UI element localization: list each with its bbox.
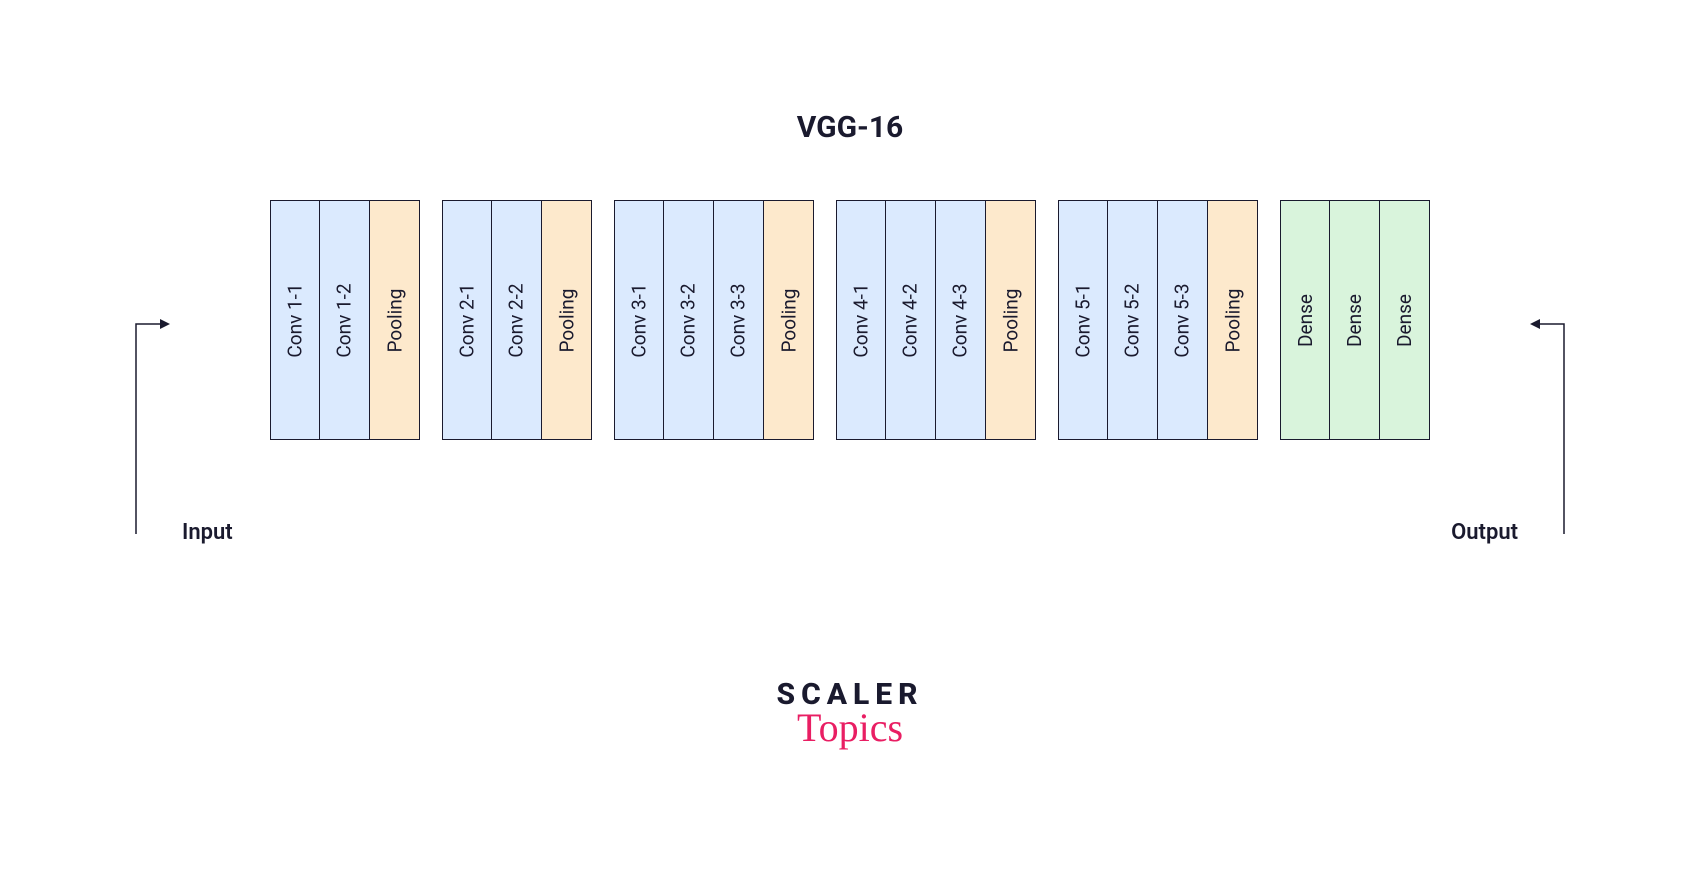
- layer-label: Pooling: [1221, 288, 1244, 352]
- conv-layer: Conv 2-1: [442, 200, 492, 440]
- dense-layer: Dense: [1380, 200, 1430, 440]
- layer-label: Conv 3-1: [628, 283, 651, 357]
- conv-layer: Conv 4-1: [836, 200, 886, 440]
- conv-layer: Conv 5-3: [1158, 200, 1208, 440]
- dense-layer: Dense: [1280, 200, 1330, 440]
- conv-layer: Conv 3-3: [714, 200, 764, 440]
- layer-label: Dense: [1294, 294, 1317, 347]
- pool-layer: Pooling: [370, 200, 420, 440]
- layer-block: Conv 3-1 Conv 3-2 Conv 3-3 Pooling: [614, 200, 814, 440]
- layer-label: Conv 5-3: [1171, 283, 1194, 357]
- pool-layer: Pooling: [1208, 200, 1258, 440]
- dense-layer: Dense: [1330, 200, 1380, 440]
- output-arrow-icon: [1530, 318, 1570, 538]
- layer-label: Conv 2-2: [505, 283, 528, 357]
- logo-line2: Topics: [776, 704, 923, 751]
- layer-label: Conv 3-2: [677, 283, 700, 357]
- conv-layer: Conv 4-2: [886, 200, 936, 440]
- conv-layer: Conv 5-1: [1058, 200, 1108, 440]
- conv-layer: Conv 4-3: [936, 200, 986, 440]
- layer-label: Conv 2-1: [456, 283, 479, 357]
- layer-label: Conv 4-1: [850, 283, 873, 357]
- pool-layer: Pooling: [764, 200, 814, 440]
- input-label: Input: [182, 520, 233, 545]
- conv-layer: Conv 3-1: [614, 200, 664, 440]
- layer-label: Pooling: [555, 288, 578, 352]
- architecture-diagram: Conv 1-1 Conv 1-2 Pooling Conv 2-1 Conv 2-2 P…: [270, 200, 1430, 440]
- layer-block: Conv 4-1 Conv 4-2 Conv 4-3 Pooling: [836, 200, 1036, 440]
- layer-label: Conv 5-2: [1121, 283, 1144, 357]
- pool-layer: Pooling: [986, 200, 1036, 440]
- conv-layer: Conv 2-2: [492, 200, 542, 440]
- layer-label: Conv 4-2: [899, 283, 922, 357]
- brand-logo: SCALER Topics: [776, 680, 923, 751]
- layer-block: Conv 1-1 Conv 1-2 Pooling: [270, 200, 420, 440]
- input-arrow-icon: [130, 318, 170, 538]
- layer-label: Dense: [1393, 294, 1416, 347]
- layer-block: Dense Dense Dense: [1280, 200, 1430, 440]
- conv-layer: Conv 1-2: [320, 200, 370, 440]
- layer-label: Conv 1-2: [333, 283, 356, 357]
- conv-layer: Conv 3-2: [664, 200, 714, 440]
- layer-label: Pooling: [999, 288, 1022, 352]
- layer-label: Conv 4-3: [949, 283, 972, 357]
- layer-label: Pooling: [383, 288, 406, 352]
- layer-label: Dense: [1343, 294, 1366, 347]
- layer-label: Conv 1-1: [284, 283, 307, 357]
- layer-label: Conv 3-3: [727, 283, 750, 357]
- diagram-title: VGG-16: [797, 110, 904, 145]
- layer-block: Conv 2-1 Conv 2-2 Pooling: [442, 200, 592, 440]
- layer-block: Conv 5-1 Conv 5-2 Conv 5-3 Pooling: [1058, 200, 1258, 440]
- pool-layer: Pooling: [542, 200, 592, 440]
- layer-label: Conv 5-1: [1072, 283, 1095, 357]
- layer-label: Pooling: [777, 288, 800, 352]
- conv-layer: Conv 5-2: [1108, 200, 1158, 440]
- conv-layer: Conv 1-1: [270, 200, 320, 440]
- output-label: Output: [1451, 520, 1518, 545]
